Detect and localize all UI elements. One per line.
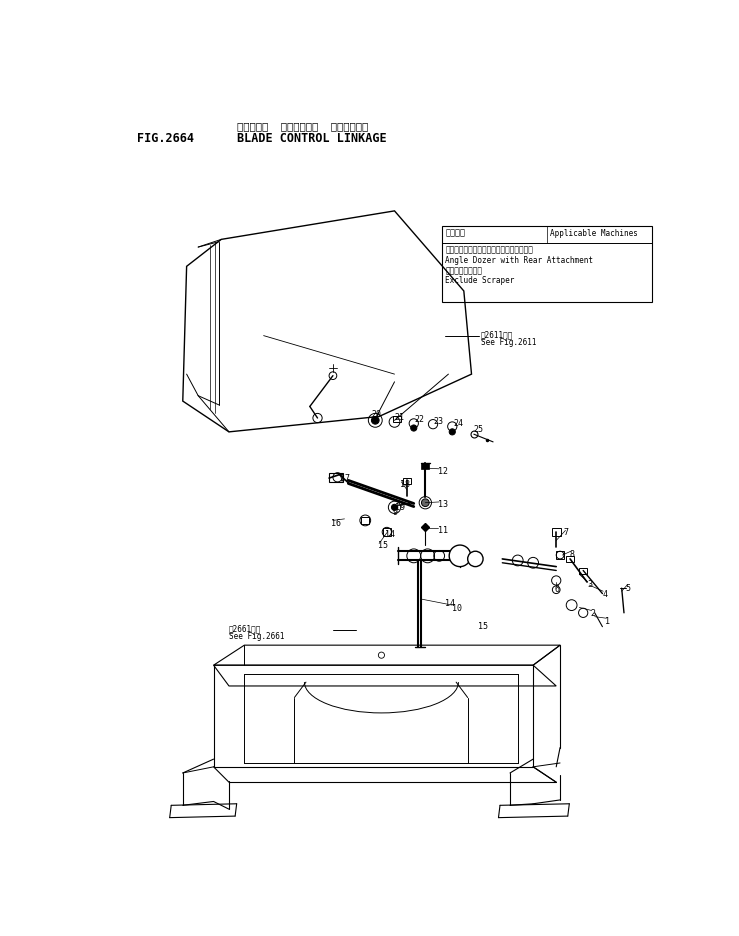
Text: See Fig.2661: See Fig.2661 xyxy=(229,632,285,641)
Text: 9: 9 xyxy=(392,508,398,517)
Text: 11: 11 xyxy=(438,526,449,534)
Bar xyxy=(551,528,561,535)
Text: ブレード・  コントロール  リンケージ・: ブレード・ コントロール リンケージ・ xyxy=(236,122,368,132)
Text: FIG.2664: FIG.2664 xyxy=(137,132,194,145)
Bar xyxy=(556,551,564,559)
Text: 噣2611参照: 噣2611参照 xyxy=(481,330,513,339)
Text: Exclude Scraper: Exclude Scraper xyxy=(446,276,515,285)
Text: 3: 3 xyxy=(587,579,592,589)
Text: 18: 18 xyxy=(400,480,410,490)
Text: BLADE CONTROL LINKAGE: BLADE CONTROL LINKAGE xyxy=(236,132,386,145)
Text: 24: 24 xyxy=(453,418,463,428)
Circle shape xyxy=(411,425,417,431)
Text: 15: 15 xyxy=(478,622,488,631)
Text: 20: 20 xyxy=(372,410,381,418)
Bar xyxy=(403,478,411,484)
Text: 23: 23 xyxy=(434,417,444,426)
Bar xyxy=(393,417,401,422)
Text: スクレーパは除く: スクレーパは除く xyxy=(446,267,483,275)
Bar xyxy=(442,227,652,301)
Text: 19: 19 xyxy=(395,504,404,513)
Bar xyxy=(383,528,391,535)
Text: 13: 13 xyxy=(438,501,449,509)
Text: 7: 7 xyxy=(564,528,569,537)
Text: 噣2661参照: 噣2661参照 xyxy=(229,624,262,634)
Text: 2: 2 xyxy=(591,609,596,618)
Circle shape xyxy=(468,551,483,566)
Text: 4: 4 xyxy=(602,590,607,599)
Text: 21: 21 xyxy=(395,414,404,422)
Circle shape xyxy=(421,499,429,506)
Text: 15: 15 xyxy=(378,541,389,550)
Text: 10: 10 xyxy=(452,604,461,612)
Text: 14: 14 xyxy=(445,599,454,608)
Circle shape xyxy=(449,429,455,435)
Text: 16: 16 xyxy=(331,519,341,528)
Text: 14: 14 xyxy=(385,531,395,539)
Text: 8: 8 xyxy=(569,549,574,559)
Text: 12: 12 xyxy=(438,466,449,475)
Text: 1: 1 xyxy=(605,617,610,625)
Bar xyxy=(566,556,574,562)
Text: 25: 25 xyxy=(473,425,483,434)
Text: Angle Dozer with Rear Attachment: Angle Dozer with Rear Attachment xyxy=(446,256,593,265)
Text: 6: 6 xyxy=(555,585,559,594)
Circle shape xyxy=(392,505,398,510)
Bar xyxy=(579,568,587,575)
Text: See Fig.2611: See Fig.2611 xyxy=(481,338,537,347)
Bar xyxy=(329,473,343,482)
Text: 適用機械: 適用機械 xyxy=(446,228,466,238)
Bar xyxy=(421,462,429,469)
Text: 17: 17 xyxy=(340,475,350,483)
Circle shape xyxy=(449,545,471,566)
Text: アングルドーザ後方アタッチメント装備車: アングルドーザ後方アタッチメント装備車 xyxy=(446,245,534,255)
Circle shape xyxy=(372,417,379,424)
Bar xyxy=(361,517,369,524)
Text: 5: 5 xyxy=(625,583,630,592)
Text: 22: 22 xyxy=(415,415,424,424)
Text: Applicable Machines: Applicable Machines xyxy=(550,228,638,238)
